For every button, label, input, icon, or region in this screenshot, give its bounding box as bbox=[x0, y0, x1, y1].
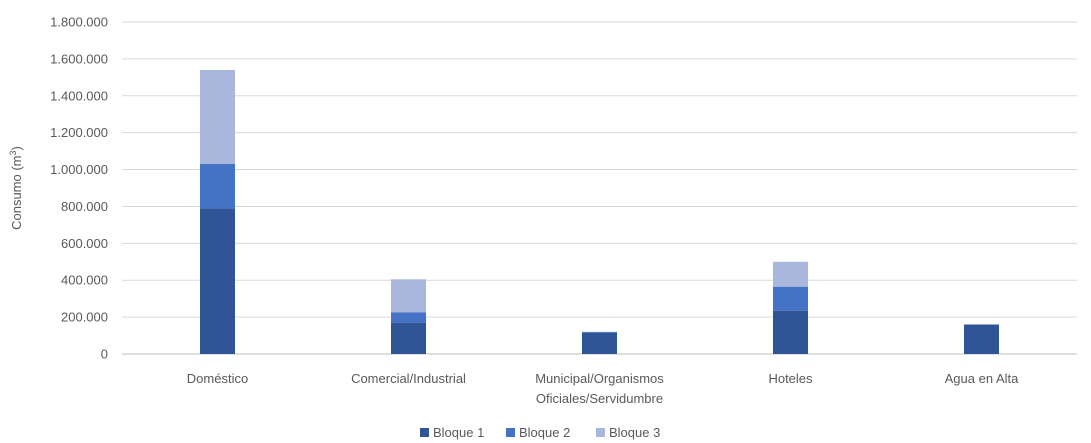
y-tick-label: 200.000 bbox=[61, 310, 108, 325]
legend-swatch bbox=[596, 428, 605, 437]
legend-label: Bloque 3 bbox=[609, 425, 660, 440]
bar-segment-bloque-2 bbox=[773, 286, 808, 311]
legend-swatch bbox=[420, 428, 429, 437]
bar-segment-bloque-3 bbox=[391, 279, 426, 313]
bar-segment-bloque-3 bbox=[200, 69, 235, 165]
bar-segment-bloque-2 bbox=[200, 164, 235, 209]
y-tick-label: 600.000 bbox=[61, 236, 108, 251]
bar-segment-bloque-1 bbox=[964, 324, 999, 354]
y-tick-label: 400.000 bbox=[61, 273, 108, 288]
x-category-label: Oficiales/Servidumbre bbox=[536, 391, 663, 406]
legend: Bloque 1 Bloque 2 Bloque 3 bbox=[420, 425, 660, 440]
y-tick-label: 1.400.000 bbox=[50, 88, 108, 103]
bar-segment-bloque-2 bbox=[582, 331, 617, 333]
y-axis-label: Consumo (m3) bbox=[8, 146, 24, 230]
x-category-label: Comercial/Industrial bbox=[351, 371, 466, 386]
gridlines bbox=[122, 21, 1077, 355]
bar-segment-bloque-3 bbox=[773, 261, 808, 287]
y-axis-label-text: Consumo (m bbox=[9, 155, 24, 229]
y-tick-label: 1.600.000 bbox=[50, 51, 108, 66]
legend-swatch bbox=[506, 428, 515, 437]
legend-label: Bloque 1 bbox=[433, 425, 484, 440]
x-category-label: Doméstico bbox=[187, 371, 248, 386]
bar-segment-bloque-1 bbox=[773, 310, 808, 354]
y-tick-label: 1.800.000 bbox=[50, 15, 108, 30]
y-axis-label-close: ) bbox=[9, 146, 24, 150]
bars bbox=[200, 69, 999, 354]
bar-segment-bloque-2 bbox=[391, 312, 426, 323]
bar-segment-bloque-1 bbox=[200, 208, 235, 354]
y-axis-label-superscript: 3 bbox=[8, 150, 18, 155]
x-axis-labels: Doméstico Comercial/Industrial Municipal/O… bbox=[187, 371, 1019, 406]
y-tick-label: 1.000.000 bbox=[50, 162, 108, 177]
x-category-label: Hoteles bbox=[768, 371, 813, 386]
x-category-label: Municipal/Organismos bbox=[535, 371, 664, 386]
legend-label: Bloque 2 bbox=[519, 425, 570, 440]
y-tick-label: 1.200.000 bbox=[50, 125, 108, 140]
y-axis-ticks: 0 200.000 400.000 600.000 800.000 1.000.000 1.… bbox=[50, 15, 108, 362]
bar-segment-bloque-1 bbox=[582, 332, 617, 354]
y-tick-label: 0 bbox=[101, 347, 108, 362]
bar-segment-bloque-1 bbox=[391, 322, 426, 354]
y-tick-label: 800.000 bbox=[61, 199, 108, 214]
x-category-label: Agua en Alta bbox=[945, 371, 1019, 386]
